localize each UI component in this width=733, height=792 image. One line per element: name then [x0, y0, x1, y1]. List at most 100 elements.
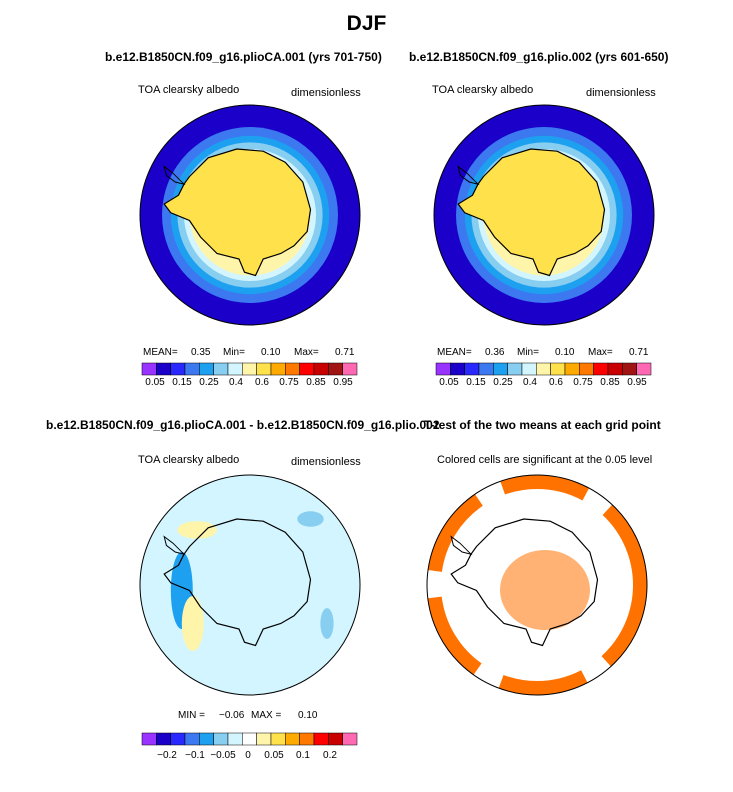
cb1-label: 0.25	[199, 377, 219, 388]
antarctica-coastline	[163, 148, 312, 277]
peninsula-coastline	[163, 165, 186, 186]
cb3-label: −0.1	[185, 750, 205, 761]
colorbar3-swatch	[285, 732, 300, 746]
colorbar2-swatch	[564, 362, 580, 376]
colorbar1-swatch	[184, 362, 200, 376]
panel3-max-value: 0.10	[298, 710, 318, 721]
colorbar2-swatch	[493, 362, 508, 376]
colorbar1-swatch	[170, 362, 186, 376]
colorbar3-swatch	[313, 732, 329, 746]
anomaly-patch	[297, 511, 324, 527]
panel2-min-label: Min=	[517, 347, 539, 358]
cb3-label: 0	[245, 750, 251, 761]
cb3-label: −0.05	[210, 750, 236, 761]
colorbar3-swatch	[184, 732, 200, 746]
panel1-mean-label: MEAN=	[143, 347, 178, 358]
colorbar3-swatch	[299, 732, 315, 746]
cb1-label: 0.6	[255, 377, 269, 388]
colorbar3-swatch	[156, 732, 171, 746]
colorbar1-swatch	[213, 362, 229, 376]
anomaly-patch	[177, 521, 217, 539]
colorbar3-swatch	[213, 732, 229, 746]
antarctica-coastline	[457, 148, 606, 277]
map-border	[139, 474, 361, 696]
map-border	[426, 474, 648, 696]
peninsula-coastline	[450, 535, 473, 556]
colorbar2-swatch	[579, 362, 594, 376]
colorbar2-swatch	[536, 362, 551, 376]
colorbar1-swatch	[313, 362, 329, 376]
panel1-min-value: 0.10	[261, 347, 281, 358]
colorbar2-swatch	[636, 362, 652, 376]
panel3-min-label: MIN =	[178, 710, 205, 721]
panel1-title: b.e12.B1850CN.f09_g16.plioCA.001 (yrs 70…	[105, 50, 382, 64]
panel3-min-value: −0.06	[219, 710, 245, 721]
cb1-label: 0.05	[145, 377, 165, 388]
panel4-subtitle: Colored cells are significant at the 0.0…	[437, 454, 653, 466]
anomaly-patch	[181, 596, 204, 651]
panel1-max-label: Max=	[294, 347, 319, 358]
colorbar3-swatch	[199, 732, 214, 746]
cb3-label: −0.2	[157, 750, 177, 761]
panel2-min-value: 0.10	[555, 347, 575, 358]
panel3-variable: TOA clearsky albedo	[138, 454, 240, 466]
antarctica-fill	[164, 149, 311, 276]
panel1-variable: TOA clearsky albedo	[138, 84, 240, 96]
colorbar2-swatch	[507, 362, 523, 376]
colorbar3-swatch	[227, 732, 243, 746]
colorbar1-swatch	[227, 362, 243, 376]
colorbar3-swatch	[242, 732, 257, 746]
panel1-max-value: 0.71	[335, 347, 355, 358]
cb1-label: 0.4	[229, 377, 243, 388]
map-disc-3	[140, 475, 360, 695]
cb1-label: 0.85	[306, 377, 326, 388]
colorbar1-swatch	[199, 362, 214, 376]
cb2-label: 0.4	[523, 377, 537, 388]
colorbar3-swatch	[141, 732, 157, 746]
panel2-title: b.e12.B1850CN.f09_g16.plio.002 (yrs 601-…	[409, 50, 669, 64]
colorbar3-swatch	[170, 732, 186, 746]
colorbar2-swatch	[521, 362, 537, 376]
colorbar2-swatch	[450, 362, 465, 376]
cb3-label: 0.2	[323, 750, 337, 761]
map-border	[433, 104, 655, 326]
figure-title: DJF	[346, 12, 387, 35]
colorbar1-swatch	[328, 362, 343, 376]
antarctica-coastline	[163, 518, 312, 647]
colorbar2-swatch	[622, 362, 637, 376]
map-border	[139, 104, 361, 326]
panel1-mean-value: 0.35	[191, 347, 211, 358]
panel2-variable: TOA clearsky albedo	[432, 84, 534, 96]
colorbar1-swatch	[285, 362, 300, 376]
cb2-label: 0.05	[439, 377, 459, 388]
cb3-label: 0.1	[296, 750, 310, 761]
peninsula-coastline	[457, 165, 480, 186]
cb2-label: 0.6	[549, 377, 563, 388]
colorbar3-swatch	[270, 732, 286, 746]
panel1-units: dimensionless	[291, 87, 361, 99]
cb1-label: 0.75	[279, 377, 299, 388]
anomaly-patch	[320, 608, 334, 639]
colorbar2-swatch	[478, 362, 494, 376]
colorbar1-swatch	[256, 362, 272, 376]
colorbar1-swatch	[141, 362, 157, 376]
colorbar2-swatch	[593, 362, 609, 376]
map-disc-4	[427, 475, 647, 695]
significant-ring	[427, 475, 647, 695]
cb2-label: 0.95	[627, 377, 647, 388]
panel2-max-label: Max=	[588, 347, 613, 358]
colorbar2-swatch	[607, 362, 623, 376]
panel2-units: dimensionless	[586, 87, 656, 99]
panel2-mean-value: 0.36	[485, 347, 505, 358]
panel3-max-label: MAX =	[251, 710, 282, 721]
panel4-title: T-test of the two means at each grid poi…	[424, 418, 661, 432]
colorbar1-swatch	[342, 362, 358, 376]
colorbar2-swatch	[550, 362, 566, 376]
panel2-max-value: 0.71	[629, 347, 649, 358]
colorbar1-swatch	[242, 362, 257, 376]
map-disc-1	[140, 105, 360, 325]
colorbar2-swatch	[464, 362, 480, 376]
antarctica-fill	[458, 149, 605, 276]
cb3-label: 0.05	[264, 750, 284, 761]
significant-interior	[500, 550, 590, 630]
